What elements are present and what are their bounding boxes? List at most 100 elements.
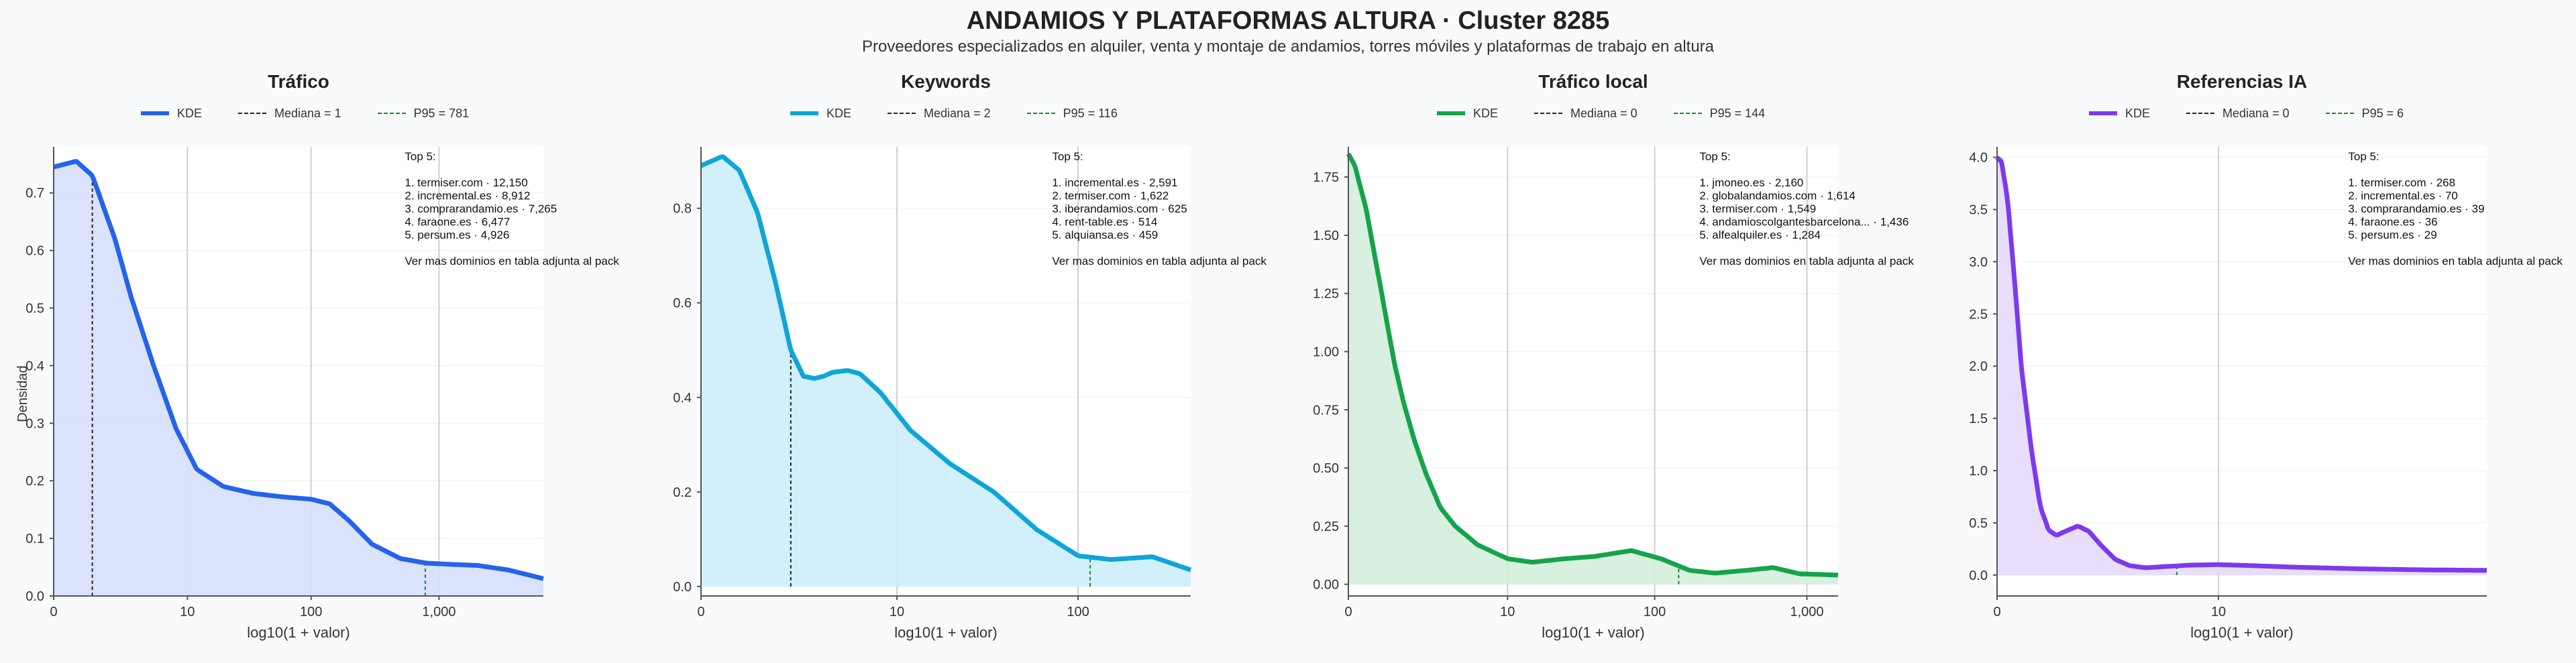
annotation-line: 3. termiser.com · 1,549 [1699,202,1816,215]
x-tick-label: 1,000 [1790,605,1824,619]
y-tick-label: 0.0 [1969,568,1988,583]
legend-item-kde: KDE [2089,107,2150,121]
legend-item-median: Mediana = 0 [2186,107,2290,121]
annotation-line: 1. termiser.com · 12,150 [405,176,527,189]
y-tick-label: 0.75 [1313,403,1339,418]
legend: KDE Mediana = 1 P95 = 781 [141,103,469,123]
median-swatch [1534,113,1563,114]
x-axis-label: log10(1 + valor) [247,624,350,641]
x-tick-label: 0 [50,605,57,619]
figure-subtitle: Proveedores especializados en alquiler, … [861,38,1715,56]
p95-swatch [1026,113,1055,114]
annotation-line: 3. comprarandamio.es · 39 [2348,202,2484,215]
annotation-line: 2. termiser.com · 1,622 [1052,190,1169,202]
legend-item-p95: P95 = 144 [1673,106,1766,121]
annotation-line: Ver mas dominios en tabla adjunta al pac… [405,255,619,267]
panel-title: Tráfico [268,71,329,92]
annotation-line: 4. faraone.es · 6,477 [405,216,510,229]
legend-label: P95 = 144 [1709,106,1766,120]
x-axis-label: log10(1 + valor) [894,624,997,641]
annotation-line: Top 5: [2348,150,2379,163]
y-tick-label: 1.25 [1313,287,1339,302]
y-tick-label: 0.1 [25,532,44,546]
kde-swatch [1437,111,1465,115]
annotation-line: 1. termiser.com · 268 [2348,176,2455,189]
kde-line [700,154,1192,572]
annotation-line: 5. alquiansa.es · 459 [1052,229,1158,241]
y-tick-label: 0.0 [25,589,44,604]
legend-label: KDE [2125,106,2151,120]
y-tick-label: 0.50 [1313,461,1339,476]
legend: KDE Mediana = 0 P95 = 6 [2089,103,2404,123]
legend-item-kde: KDE [790,107,851,121]
annotation-line: 3. iberandamios.com · 625 [1052,202,1187,215]
annotation-line: 2. incremental.es · 8,912 [405,190,530,202]
chart-plot: 0.0 0.2 0.4 0.6 0.8 0 10 100 log10(1 + valor) Top… [673,147,1267,641]
y-tick-label: 0.2 [673,485,692,500]
kde-line [1346,152,1839,578]
legend-label: P95 = 116 [1063,106,1118,120]
y-tick-label: 0.2 [25,474,44,489]
annotation-line: Ver mas dominios en tabla adjunta al pac… [1699,255,1914,267]
annotation-line: 3. comprarandamio.es · 7,265 [405,202,557,215]
y-tick-label: 2.5 [1969,307,1988,322]
y-tick-label: 1.0 [1969,464,1988,479]
legend-item-p95: P95 = 116 [1026,106,1118,121]
y-tick-label: 1.5 [1969,412,1988,426]
panel-title: Tráfico local [1538,71,1648,92]
p95-swatch [1673,113,1702,114]
legend-item-median: Mediana = 1 [238,107,341,121]
y-tick-label: 0.6 [25,244,44,259]
x-tick-label: 10 [1500,605,1515,619]
y-tick-label: 0.0 [673,580,692,595]
y-tick-label: 0.7 [25,186,44,201]
annotation-line: 4. andamioscolgantesbarcelona... · 1,436 [1699,216,1909,229]
legend-item-median: Mediana = 0 [1534,107,1638,121]
kde-area [54,161,543,596]
x-axis-label: log10(1 + valor) [2190,624,2293,641]
y-tick-label: 3.5 [1969,202,1988,217]
y-tick-label: 1.75 [1313,170,1339,185]
kde-area [1348,154,1838,585]
annotation-line: 2. globalandamios.com · 1,614 [1699,190,1855,202]
legend-label: P95 = 781 [413,106,470,120]
kde-line [52,159,544,581]
chart-plot: 0.00 0.25 0.50 0.75 1.00 1.25 1.50 1.75 0 10 100 1,… [1313,147,1914,641]
annotation-line: 4. rent-table.es · 514 [1052,216,1157,229]
legend-label: Mediana = 1 [274,106,341,120]
legend-label: KDE [1473,106,1499,120]
y-tick-label: 1.50 [1313,229,1339,243]
y-tick-label: 0.5 [25,302,44,316]
annotation-line: 5. persum.es · 4,926 [405,229,509,241]
y-tick-label: 3.0 [1969,255,1988,269]
kde-line [1995,156,2487,573]
x-axis-label: log10(1 + valor) [1542,624,1644,641]
legend-label: Mediana = 0 [2222,106,2290,120]
y-tick-label: 0.8 [673,202,692,217]
median-swatch [2186,113,2215,114]
legend-label: Mediana = 0 [1570,106,1638,120]
legend-label: Mediana = 2 [924,106,991,120]
x-tick-label: 0 [1344,605,1352,619]
y-tick-label: 2.0 [1969,359,1988,374]
x-tick-label: 0 [697,605,704,619]
legend-label: KDE [826,106,852,120]
legend-label: P95 = 6 [2361,106,2404,120]
legend-item-p95: P95 = 6 [2325,106,2404,121]
annotation-line: 1. jmoneo.es · 2,160 [1699,176,1803,189]
legend: KDE Mediana = 2 P95 = 116 [790,103,1118,123]
annotation-line: Ver mas dominios en tabla adjunta al pac… [1052,255,1267,267]
y-tick-label: 1.00 [1313,345,1339,359]
y-tick-label: 0.4 [673,391,692,406]
legend-label: KDE [177,106,203,120]
annotation-line: 5. alfealquiler.es · 1,284 [1699,229,1821,241]
kde-swatch [2089,111,2117,115]
annotation-line: Top 5: [405,150,435,163]
annotation-line: Ver mas dominios en tabla adjunta al pac… [2348,255,2563,267]
legend-item-kde: KDE [141,107,202,121]
y-tick-label: 0.6 [673,296,692,311]
y-tick-label: 0.25 [1313,520,1339,534]
x-tick-label: 1,000 [422,605,455,619]
panel-title: Referencias IA [2176,71,2308,92]
x-tick-label: 100 [1067,605,1089,619]
